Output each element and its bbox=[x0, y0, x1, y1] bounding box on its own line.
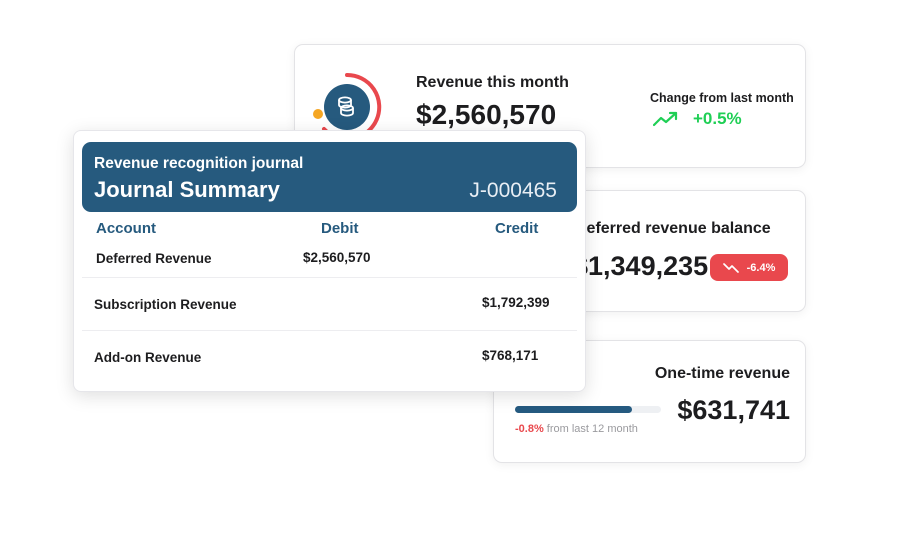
row-debit: $2,560,570 bbox=[303, 250, 371, 265]
revenue-title: Revenue this month bbox=[416, 74, 569, 91]
journal-row: Subscription Revenue $1,792,399 bbox=[74, 289, 587, 335]
journal-header: Revenue recognition journal Journal Summ… bbox=[82, 142, 577, 212]
journal-summary-card: Revenue recognition journal Journal Summ… bbox=[73, 130, 586, 392]
row-account: Subscription Revenue bbox=[94, 297, 237, 312]
change-row: +0.5% bbox=[653, 109, 742, 129]
journal-subtitle: Revenue recognition journal bbox=[94, 155, 304, 172]
row-credit: $768,171 bbox=[482, 348, 539, 363]
journal-title: Journal Summary bbox=[94, 177, 280, 202]
one-time-change-value: -0.8% bbox=[515, 423, 544, 435]
credit-column-header: Credit bbox=[495, 220, 539, 237]
change-value: +0.5% bbox=[693, 109, 742, 128]
deferred-title: Deferred revenue balance bbox=[575, 220, 771, 237]
one-time-progress-fill bbox=[515, 406, 632, 413]
deferred-revenue-card: Deferred revenue balance $1,349,235 -6.4… bbox=[560, 190, 806, 312]
journal-row: Deferred Revenue $2,560,570 bbox=[74, 243, 587, 289]
trend-down-icon bbox=[722, 263, 739, 273]
deferred-change-badge: -6.4% bbox=[710, 254, 788, 281]
one-time-change: -0.8% from last 12 month bbox=[515, 423, 638, 435]
row-divider bbox=[82, 330, 577, 331]
trend-up-icon bbox=[653, 111, 678, 127]
revenue-ring bbox=[313, 72, 382, 141]
row-account: Deferred Revenue bbox=[96, 251, 212, 266]
journal-row: Add-on Revenue $768,171 bbox=[74, 342, 587, 388]
deferred-badge-value: -6.4% bbox=[746, 261, 776, 274]
one-time-change-text: from last 12 month bbox=[543, 423, 638, 435]
change-label: Change from last month bbox=[650, 91, 794, 105]
deferred-amount: $1,349,235 bbox=[573, 251, 709, 281]
coins-icon bbox=[338, 96, 354, 117]
one-time-amount: $631,741 bbox=[677, 395, 790, 425]
row-credit: $1,792,399 bbox=[482, 295, 550, 310]
revenue-amount: $2,560,570 bbox=[416, 99, 557, 130]
account-column-header: Account bbox=[96, 220, 156, 237]
journal-id: J-000465 bbox=[469, 179, 557, 202]
row-divider bbox=[82, 277, 577, 278]
one-time-title: One-time revenue bbox=[654, 365, 790, 382]
debit-column-header: Debit bbox=[321, 220, 359, 237]
row-account: Add-on Revenue bbox=[94, 350, 202, 365]
one-time-progress-track bbox=[515, 406, 661, 413]
